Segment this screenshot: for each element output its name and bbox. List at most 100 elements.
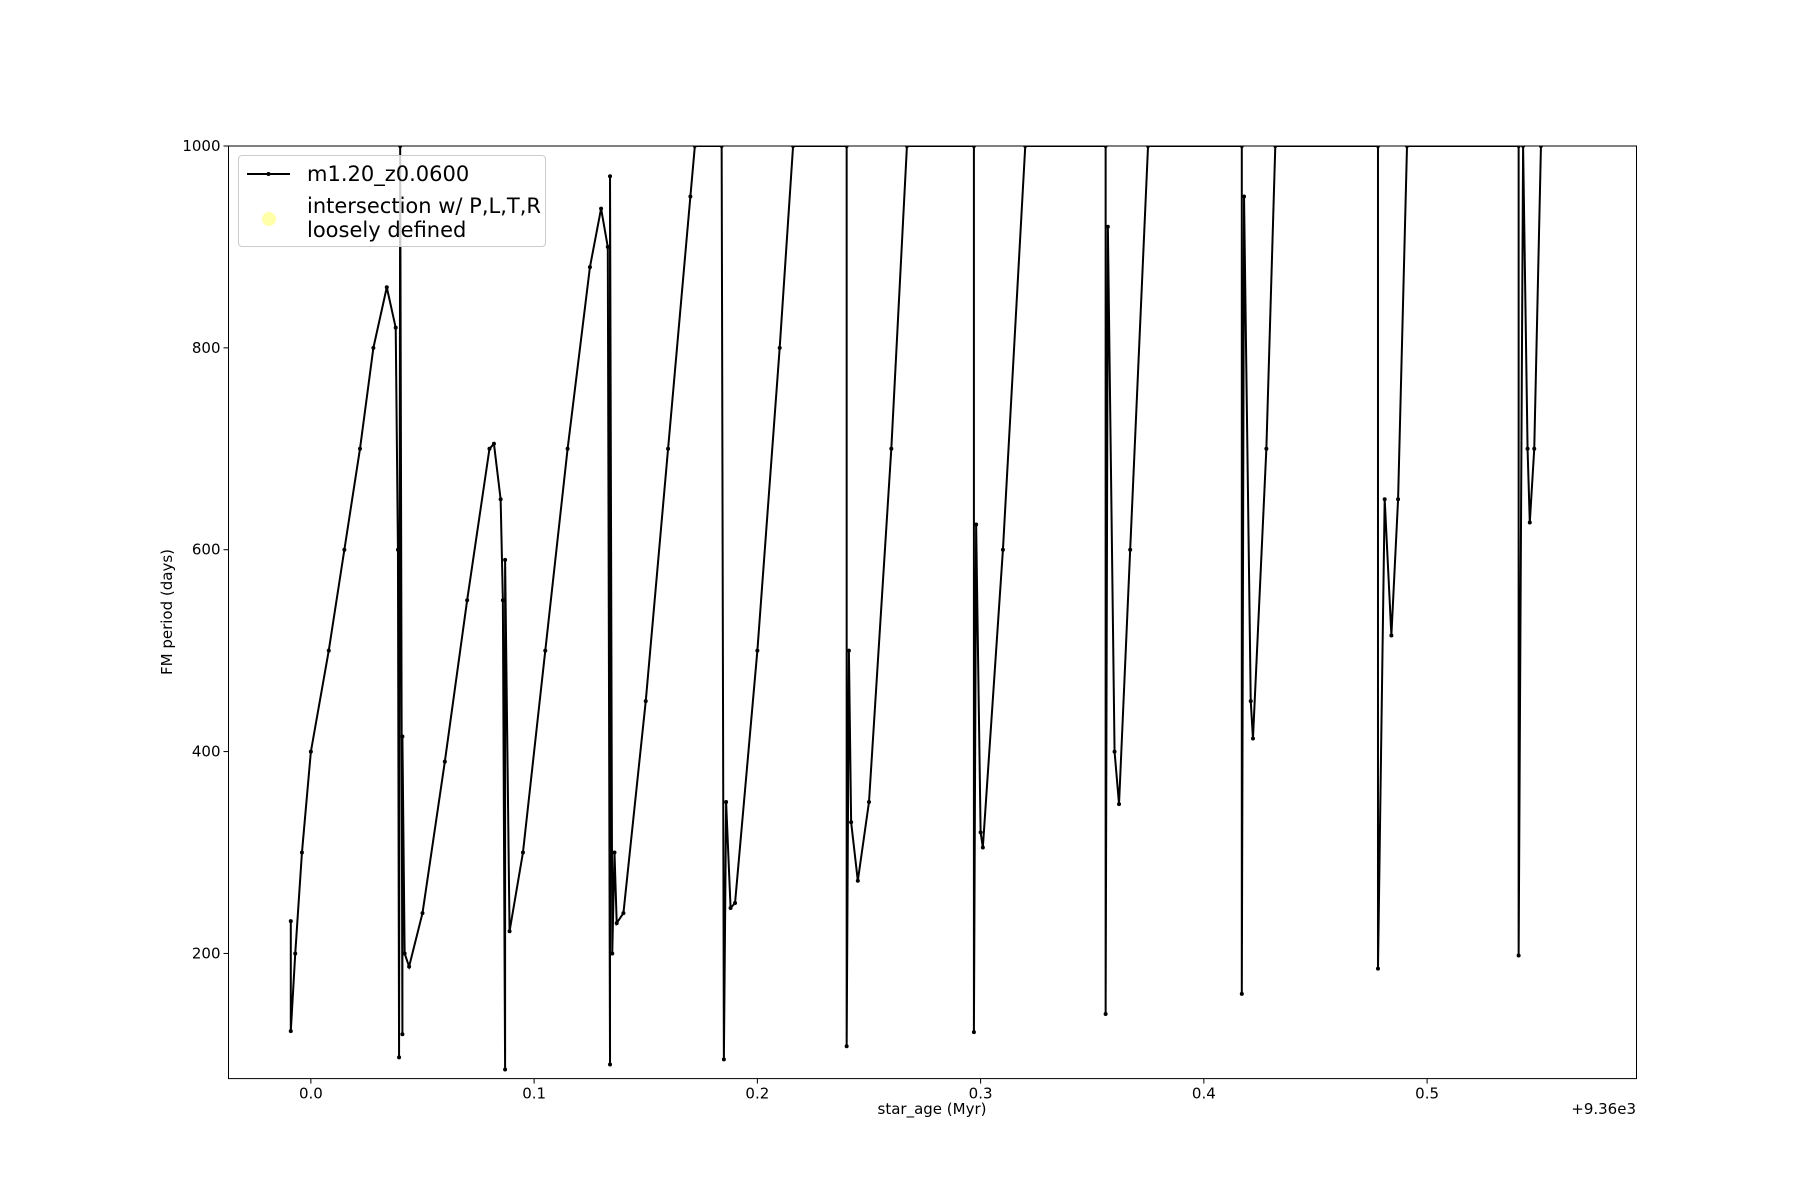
y-tick-label: 400: [192, 743, 221, 761]
point-marker: [866, 800, 871, 805]
point-marker: [608, 174, 613, 179]
point-marker: [500, 598, 505, 603]
point-marker: [612, 850, 617, 855]
y-tick-label: 200: [192, 944, 221, 962]
y-axis-label: FM period (days): [158, 549, 176, 675]
point-marker: [974, 522, 979, 527]
plot-area: [288, 146, 1543, 1072]
point-marker: [688, 194, 693, 199]
point-marker: [1389, 633, 1394, 638]
x-tick-label: 0.2: [745, 1085, 769, 1103]
point-marker: [395, 547, 400, 552]
point-marker: [1382, 497, 1387, 502]
point-marker: [1242, 194, 1247, 199]
point-marker: [1105, 224, 1110, 229]
point-marker: [733, 900, 738, 905]
point-marker: [1532, 446, 1537, 451]
x-offset-label: +9.36e3: [1571, 1100, 1636, 1118]
y-tick-label: 1000: [182, 137, 220, 155]
point-marker: [400, 734, 405, 739]
point-marker: [614, 921, 619, 926]
point-marker: [293, 951, 298, 956]
legend: m1.20_z0.0600 intersection w/ P,L,T,R lo…: [238, 155, 546, 247]
point-marker: [855, 878, 860, 883]
point-marker: [487, 446, 492, 451]
point-marker: [666, 446, 671, 451]
legend-swatches: [247, 172, 290, 226]
point-marker: [1527, 520, 1532, 525]
point-marker: [308, 749, 313, 754]
point-marker: [326, 648, 331, 653]
point-marker: [384, 285, 389, 290]
point-marker: [978, 830, 983, 835]
x-tick-label: 0.4: [1192, 1085, 1216, 1103]
point-marker: [1396, 497, 1401, 502]
point-marker: [393, 325, 398, 330]
point-marker: [565, 446, 570, 451]
point-marker: [889, 446, 894, 451]
point-marker: [1128, 547, 1133, 552]
point-marker: [465, 598, 470, 603]
point-marker: [728, 906, 733, 911]
point-marker: [1250, 736, 1255, 741]
point-marker: [846, 648, 851, 653]
point-marker: [1000, 547, 1005, 552]
point-marker: [1264, 446, 1269, 451]
point-marker: [1103, 1012, 1108, 1017]
point-marker: [724, 800, 729, 805]
point-marker: [503, 1067, 508, 1072]
point-marker: [721, 1057, 726, 1062]
point-marker: [1525, 446, 1530, 451]
y-tick-label: 600: [192, 541, 221, 559]
point-marker: [402, 951, 407, 956]
point-marker: [1248, 699, 1253, 704]
point-marker: [1117, 802, 1122, 807]
legend-label: intersection w/ P,L,T,R loosely defined: [307, 194, 541, 242]
point-marker: [1516, 953, 1521, 958]
point-marker: [1375, 966, 1380, 971]
x-axis-label: star_age (Myr): [878, 1100, 987, 1119]
x-tick-label: 0.1: [522, 1085, 546, 1103]
legend-marker: [262, 212, 276, 226]
point-marker: [503, 557, 508, 562]
point-marker: [288, 919, 293, 924]
series-line: [289, 146, 1542, 1070]
point-marker: [621, 911, 626, 916]
point-marker: [491, 441, 496, 446]
point-marker: [605, 244, 610, 249]
point-marker: [357, 446, 362, 451]
point-marker: [400, 1032, 405, 1037]
point-marker: [608, 1062, 613, 1067]
point-marker: [299, 850, 304, 855]
point-marker: [543, 648, 548, 653]
legend-label: m1.20_z0.0600: [307, 162, 470, 186]
point-marker: [342, 547, 347, 552]
point-marker: [643, 699, 648, 704]
point-marker: [442, 759, 447, 764]
point-marker: [1239, 991, 1244, 996]
axes-frame: [228, 145, 1637, 1080]
point-marker: [980, 845, 985, 850]
point-marker: [371, 345, 376, 350]
point-marker: [498, 497, 503, 502]
legend-marker: [266, 172, 271, 176]
point-marker: [755, 648, 760, 653]
x-tick-label: 0.0: [299, 1085, 323, 1103]
point-marker: [288, 1029, 293, 1034]
point-marker: [397, 1055, 402, 1060]
y-tick-label: 800: [192, 339, 221, 357]
point-marker: [844, 1044, 849, 1049]
x-tick-label: 0.3: [969, 1085, 993, 1103]
point-marker: [599, 206, 604, 211]
point-marker: [507, 929, 512, 934]
point-marker: [777, 345, 782, 350]
point-marker: [849, 820, 854, 825]
point-marker: [971, 1030, 976, 1035]
x-tick-label: 0.5: [1415, 1085, 1439, 1103]
point-marker: [420, 911, 425, 916]
point-marker: [587, 265, 592, 270]
point-marker: [407, 964, 412, 969]
point-marker: [520, 850, 525, 855]
point-marker: [1112, 749, 1117, 754]
